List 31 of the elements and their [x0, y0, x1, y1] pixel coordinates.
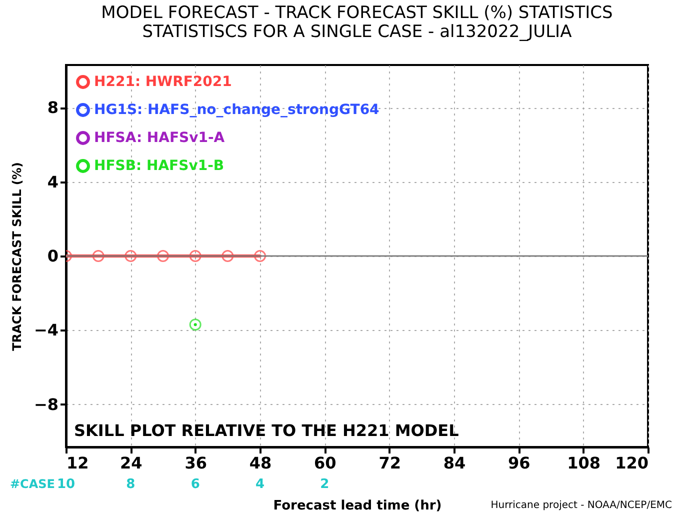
legend-label: H221: HWRF2021	[94, 74, 232, 90]
y-tick-label: 8	[47, 98, 58, 118]
x-tick-label: 48	[249, 454, 272, 472]
legend-label: HG1S: HAFS_no_change_strongGT64	[94, 102, 380, 118]
chart-subtitle: STATISTISCS FOR A SINGLE CASE - al132022_JULIA	[142, 22, 572, 42]
legend-label: HFSB: HAFSv1-B	[94, 158, 224, 174]
x-axis-title: Forecast lead time (hr)	[273, 498, 442, 514]
text: Hurricane project - NOAA/NCEP/EMC	[490, 500, 672, 511]
x-tick-label: 60	[314, 454, 336, 472]
chart-title: MODEL FORECAST - TRACK FORECAST SKILL (%) STATISTICS	[101, 3, 613, 23]
y-axis-title: TRACK FORECAST SKILL (%)	[10, 162, 24, 351]
y-tick-label: −8	[34, 394, 58, 414]
text: 6	[190, 477, 200, 492]
legend-label: HFSA: HAFSv1-A	[94, 130, 225, 146]
y-tick-label: 0	[47, 246, 58, 266]
y-tick-label: 4	[47, 172, 58, 192]
x-tick-label: 108	[567, 454, 601, 472]
text: 8	[126, 477, 136, 492]
x-tick-label: 36	[184, 454, 207, 472]
x-tick-label: 72	[378, 454, 401, 472]
text: #CASE	[10, 477, 55, 491]
text: 2	[320, 477, 330, 492]
x-tick-label: 24	[120, 454, 142, 472]
annotation: SKILL PLOT RELATIVE TO THE H221 MODEL	[74, 421, 459, 440]
text: 4	[255, 477, 265, 492]
x-tick-label: 84	[443, 454, 466, 472]
x-tick-label: 12	[66, 454, 89, 472]
y-tick-label: −4	[34, 320, 58, 340]
x-tick-label: 96	[508, 454, 530, 472]
text: 10	[56, 477, 76, 492]
x-tick-label: 120	[615, 454, 648, 472]
